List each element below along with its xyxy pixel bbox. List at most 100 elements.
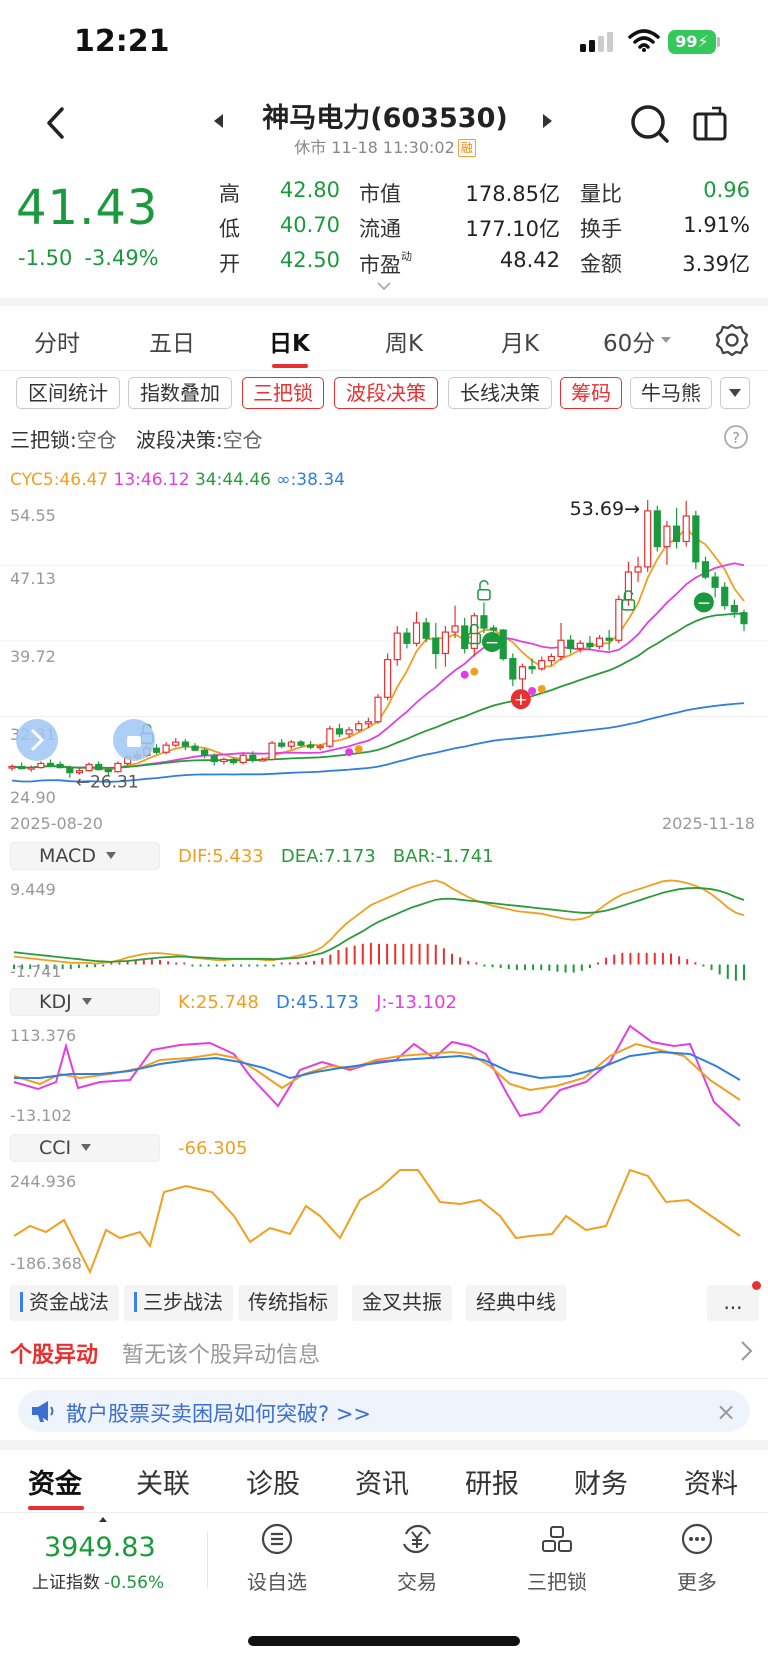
strategy-tab-midline[interactable]: 经典中线: [466, 1285, 566, 1321]
candle: [412, 611, 421, 647]
nav-add-watchlist[interactable]: 设自选: [232, 1522, 322, 1595]
tab-news[interactable]: 资讯: [355, 1469, 409, 1500]
candle-body: [229, 758, 238, 764]
scroll-left-bubble-icon: [16, 719, 58, 761]
macd-selector[interactable]: MACD: [10, 842, 160, 870]
candlestick-chart[interactable]: 53.69→ ←26.31 − − +: [0, 500, 768, 810]
nav-three-locks[interactable]: 三把锁: [512, 1522, 602, 1595]
kdj-chart: [13, 1024, 741, 1127]
chip-longterm-decision[interactable]: 长线决策: [448, 377, 552, 409]
stock-alert-title[interactable]: 个股异动: [10, 1343, 99, 1368]
search-icon[interactable]: [630, 104, 670, 144]
candle: [663, 521, 671, 565]
chip-bull-bear[interactable]: 牛马熊: [630, 377, 712, 409]
help-icon[interactable]: ?: [723, 424, 749, 450]
turnover-label: 换手: [580, 217, 622, 241]
candle: [403, 628, 411, 649]
candle: [75, 768, 84, 775]
candle: [432, 622, 440, 669]
dropdown-caret-icon[interactable]: [661, 337, 671, 343]
candle: [384, 653, 392, 701]
divider: [0, 298, 768, 306]
tab-funds[interactable]: 资金: [28, 1469, 82, 1500]
candle: [461, 617, 469, 654]
amount-value: 3.39亿: [682, 252, 750, 276]
tab-day-k[interactable]: 日K: [269, 331, 310, 357]
candle-body: [576, 642, 584, 649]
tab-60-min[interactable]: 60分: [603, 331, 656, 357]
cci-value: -66.305: [178, 1138, 248, 1159]
strategy-tab-three-step[interactable]: 三步战法: [124, 1285, 233, 1321]
nav-more[interactable]: 更多: [652, 1522, 742, 1595]
signal-glyph: −: [485, 633, 499, 653]
y-tick: 54.55: [10, 506, 56, 525]
chevron-right-icon[interactable]: [740, 1340, 754, 1362]
stock-alert-text[interactable]: 暂无该个股异动信息: [122, 1343, 321, 1368]
x-end-date: 2025-11-18: [662, 814, 755, 833]
tab-diagnosis[interactable]: 诊股: [246, 1469, 300, 1500]
gear-icon[interactable]: [714, 322, 750, 358]
tab-financials[interactable]: 财务: [574, 1469, 628, 1500]
candle-body: [518, 666, 527, 680]
candle-body: [672, 525, 681, 543]
tab-related[interactable]: 关联: [136, 1469, 190, 1500]
candle: [152, 744, 161, 755]
close-icon[interactable]: ×: [716, 1398, 737, 1426]
nav-trade[interactable]: 交易: [372, 1522, 462, 1595]
candle-body: [258, 758, 267, 762]
svg-text:?: ?: [732, 429, 740, 447]
tab-month-k[interactable]: 月K: [501, 331, 540, 357]
candle: [682, 500, 690, 547]
candle-body: [355, 723, 363, 731]
candle: [220, 757, 228, 765]
chip-band-decision[interactable]: 波段决策: [334, 377, 438, 409]
low-value: 40.70: [279, 213, 340, 237]
candle: [374, 694, 382, 724]
index-label[interactable]: 上证指数 -0.56%: [32, 1573, 165, 1593]
candle-body: [422, 622, 430, 639]
promo-banner[interactable]: [18, 1390, 750, 1432]
cci-selector[interactable]: CCI: [10, 1134, 160, 1162]
tab-five-day[interactable]: 五日: [149, 331, 195, 357]
chip-more-dropdown[interactable]: [720, 377, 750, 409]
strategy-tab-traditional[interactable]: 传统指标: [238, 1285, 338, 1321]
candle: [567, 635, 575, 654]
tab-week-k[interactable]: 周K: [385, 331, 424, 357]
strategy-tab-golden-cross[interactable]: 金叉共振: [352, 1285, 452, 1321]
expand-chevron-icon[interactable]: [377, 282, 391, 291]
kdj-selector[interactable]: KDJ: [10, 988, 160, 1016]
candle: [8, 764, 16, 771]
candle-body: [18, 765, 26, 770]
more-dots-icon: [681, 1523, 713, 1555]
chip-chips-distribution[interactable]: 筹码: [560, 377, 622, 409]
y-tick: 39.72: [10, 647, 56, 666]
candle: [278, 739, 286, 749]
candle: [721, 582, 729, 610]
chip-three-locks[interactable]: 三把锁: [242, 377, 324, 409]
y-tick: -13.102: [10, 1106, 72, 1125]
min-price-annotation: ←26.31: [76, 773, 139, 793]
candle-body: [509, 657, 517, 680]
lock-shackle: [469, 623, 480, 634]
candle: [355, 720, 363, 732]
prev-stock-arrow-icon[interactable]: [214, 114, 223, 128]
candle-body: [384, 658, 392, 698]
candle: [95, 761, 103, 771]
strategy-tab-more[interactable]: ...: [707, 1285, 759, 1321]
promo-banner-text[interactable]: 散户股票买卖困局如何突破? >>: [66, 1402, 372, 1426]
back-icon[interactable]: [44, 106, 68, 140]
candle: [37, 761, 45, 769]
next-stock-arrow-icon[interactable]: [543, 114, 552, 128]
tab-research[interactable]: 研报: [465, 1469, 519, 1500]
chip-index-overlay[interactable]: 指数叠加: [128, 377, 232, 409]
expand-up-icon[interactable]: [99, 1517, 107, 1522]
list-circle-icon: [261, 1523, 293, 1555]
candle: [345, 726, 353, 739]
tab-intraday[interactable]: 分时: [34, 331, 80, 357]
strategy-tab-funds[interactable]: 资金战法: [10, 1285, 119, 1321]
chip-interval-stats[interactable]: 区间统计: [16, 377, 120, 409]
tab-profile[interactable]: 资料: [684, 1469, 738, 1500]
landscape-mode-icon[interactable]: [692, 104, 728, 142]
index-value[interactable]: 3949.83: [44, 1532, 156, 1563]
megaphone-icon: [32, 1401, 54, 1422]
